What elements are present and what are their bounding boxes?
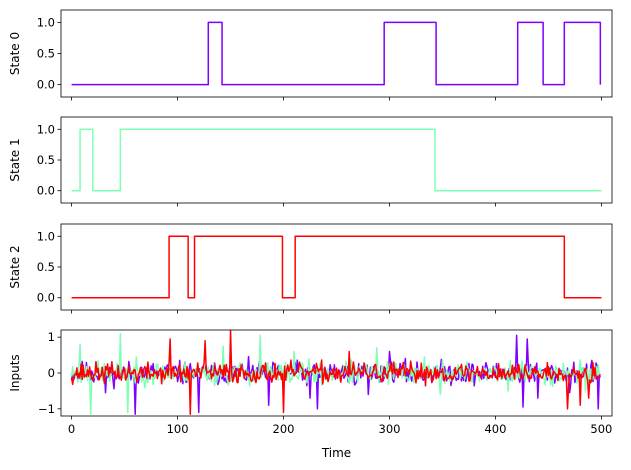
subplot-state-2: 0.0 0.5 1.0 State 2 xyxy=(8,223,613,314)
y-tick-label: −1 xyxy=(38,402,55,416)
x-tick-label: 300 xyxy=(379,422,401,436)
y-axis-label: State 0 xyxy=(8,32,22,75)
plot-area xyxy=(70,330,602,415)
y-tick-label: 0.5 xyxy=(37,153,55,167)
y-axis-label: Inputs xyxy=(8,354,22,391)
x-tick-label: 100 xyxy=(167,422,189,436)
y-axis-label: State 2 xyxy=(8,245,22,288)
series-line-0 xyxy=(71,128,602,192)
y-tick-label: 1.0 xyxy=(37,15,55,29)
x-tick-label: 0 xyxy=(68,422,75,436)
subplot-inputs: −1 0 1 0 100 200 300 400 500 Inputs Time xyxy=(8,329,613,460)
x-tick-label: 400 xyxy=(484,422,506,436)
subplot-state-0: 0.0 0.5 1.0 State 0 xyxy=(8,9,613,101)
y-tick-label: 0.5 xyxy=(37,47,55,61)
plot-area xyxy=(71,128,602,192)
y-tick-label: 1.0 xyxy=(37,122,55,136)
y-tick-label: 1.0 xyxy=(37,229,55,243)
x-tick-label: 500 xyxy=(590,422,612,436)
y-tick-label: 0 xyxy=(48,366,55,380)
series-line-2 xyxy=(70,330,601,415)
plot-area xyxy=(71,235,602,299)
y-axis-label: State 1 xyxy=(8,138,22,181)
y-tick-label: 0.5 xyxy=(37,260,55,274)
series-line-0 xyxy=(71,235,602,299)
y-tick-label: 0.0 xyxy=(37,78,55,92)
series-line-0 xyxy=(71,21,602,86)
y-tick-label: 1 xyxy=(48,330,55,344)
x-axis-label: Time xyxy=(321,446,351,460)
y-tick-label: 0.0 xyxy=(37,291,55,305)
y-tick-label: 0.0 xyxy=(37,184,55,198)
plot-area xyxy=(71,21,602,86)
x-tick-label: 200 xyxy=(273,422,295,436)
subplot-state-1: 0.0 0.5 1.0 State 1 xyxy=(8,116,613,207)
